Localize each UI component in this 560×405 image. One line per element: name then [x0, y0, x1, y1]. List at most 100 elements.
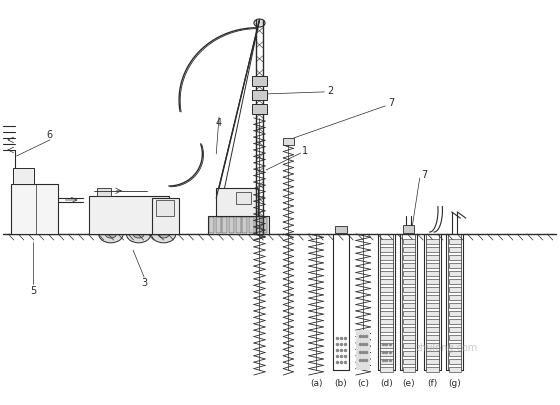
Bar: [380, 359, 393, 364]
Bar: [426, 303, 438, 308]
Bar: [380, 367, 393, 372]
Bar: [426, 311, 438, 316]
Bar: [262, 217, 267, 233]
Bar: [156, 201, 174, 217]
Bar: [335, 226, 347, 234]
Text: 3: 3: [141, 277, 147, 288]
Bar: [449, 271, 461, 276]
Bar: [426, 343, 438, 348]
Bar: [380, 255, 393, 260]
Bar: [449, 239, 461, 244]
Bar: [403, 239, 415, 244]
Bar: [380, 271, 393, 276]
Circle shape: [99, 226, 123, 243]
Bar: [380, 295, 393, 300]
Bar: [11, 185, 58, 234]
Bar: [356, 330, 370, 370]
Bar: [380, 239, 393, 244]
Bar: [426, 319, 438, 324]
Bar: [403, 319, 415, 324]
Bar: [403, 247, 415, 252]
Bar: [449, 319, 461, 324]
Bar: [252, 91, 267, 100]
Text: zhulong.com: zhulong.com: [415, 342, 478, 352]
Bar: [403, 351, 415, 356]
Text: 7: 7: [421, 170, 427, 179]
Text: 7: 7: [388, 98, 394, 108]
Bar: [236, 217, 241, 233]
Bar: [88, 196, 169, 234]
Bar: [403, 279, 415, 284]
Bar: [255, 217, 260, 233]
Bar: [283, 139, 294, 146]
Bar: [380, 311, 393, 316]
Bar: [449, 359, 461, 364]
Text: (c): (c): [357, 378, 369, 387]
Bar: [426, 239, 438, 244]
Text: 1: 1: [302, 145, 308, 156]
Bar: [449, 279, 461, 284]
Bar: [426, 295, 438, 300]
Bar: [426, 359, 438, 364]
Bar: [380, 319, 393, 324]
Bar: [426, 367, 438, 372]
Bar: [380, 247, 393, 252]
Bar: [449, 263, 461, 268]
Circle shape: [133, 230, 144, 239]
Bar: [403, 335, 415, 340]
Circle shape: [105, 230, 116, 239]
Bar: [380, 287, 393, 292]
Circle shape: [127, 226, 151, 243]
Bar: [229, 217, 234, 233]
Bar: [403, 311, 415, 316]
Bar: [380, 335, 393, 340]
Text: (a): (a): [310, 378, 323, 387]
Bar: [403, 263, 415, 268]
Bar: [403, 287, 415, 292]
Text: (e): (e): [402, 378, 415, 387]
Bar: [426, 263, 438, 268]
Bar: [208, 217, 269, 234]
Bar: [426, 287, 438, 292]
Bar: [449, 303, 461, 308]
Bar: [403, 303, 415, 308]
Bar: [449, 343, 461, 348]
Bar: [426, 351, 438, 356]
Bar: [249, 217, 254, 233]
Text: (g): (g): [448, 378, 461, 387]
Bar: [426, 247, 438, 252]
Bar: [403, 367, 415, 372]
Bar: [380, 303, 393, 308]
Bar: [403, 271, 415, 276]
Bar: [449, 335, 461, 340]
Bar: [209, 217, 214, 233]
Bar: [380, 279, 393, 284]
Bar: [380, 351, 393, 356]
Bar: [403, 255, 415, 260]
Bar: [380, 343, 393, 348]
Bar: [222, 217, 227, 233]
Bar: [426, 335, 438, 340]
Bar: [426, 279, 438, 284]
Bar: [403, 343, 415, 348]
Text: (f): (f): [427, 378, 437, 387]
Bar: [236, 192, 251, 205]
Bar: [380, 263, 393, 268]
Text: 4: 4: [216, 117, 222, 128]
Bar: [449, 311, 461, 316]
Text: 5: 5: [30, 286, 36, 295]
Text: (b): (b): [335, 378, 347, 387]
Text: 6: 6: [47, 130, 53, 140]
Bar: [403, 327, 415, 332]
Circle shape: [158, 230, 169, 239]
Bar: [403, 295, 415, 300]
Bar: [449, 367, 461, 372]
Bar: [426, 271, 438, 276]
Bar: [97, 188, 111, 196]
Bar: [252, 77, 267, 87]
Bar: [449, 255, 461, 260]
Bar: [242, 217, 248, 233]
Bar: [380, 327, 393, 332]
Circle shape: [151, 226, 176, 243]
Bar: [252, 104, 267, 115]
